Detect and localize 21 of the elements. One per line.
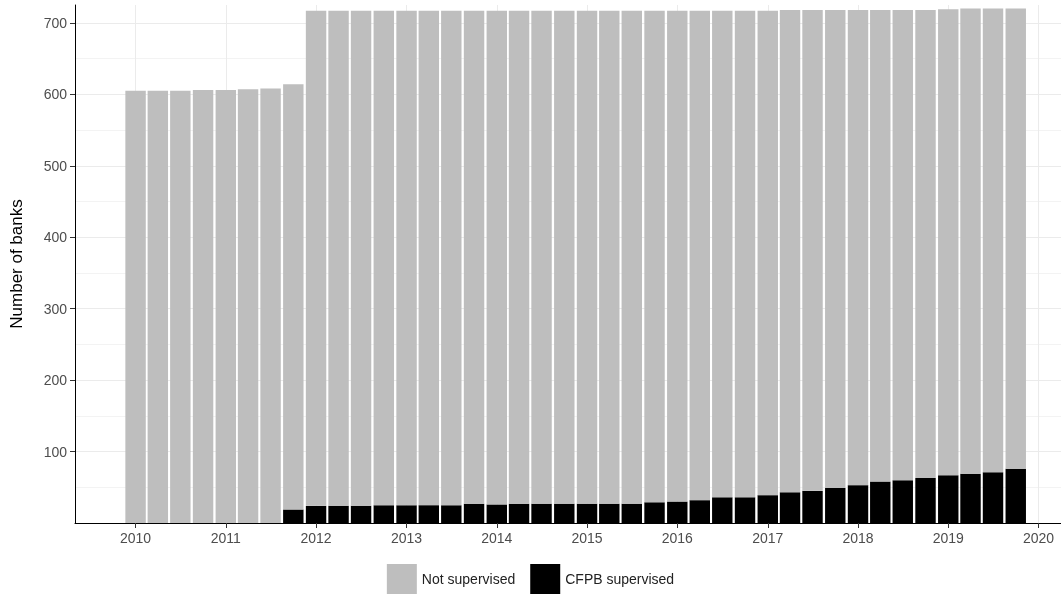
x-tick-label: 2012	[300, 530, 332, 546]
y-tick-label: 400	[43, 229, 68, 246]
y-tick-label: 500	[43, 157, 68, 174]
y-tick-label: 100	[43, 443, 68, 460]
x-tick-label: 2010	[120, 530, 152, 546]
y-tick-label: 200	[43, 372, 68, 389]
x-tick-label: 2015	[571, 530, 603, 546]
x-tick-label: 2019	[932, 530, 965, 546]
x-tick-label: 2018	[842, 530, 874, 546]
x-tick-label: 2014	[481, 530, 513, 546]
x-tick-label: 2016	[661, 530, 694, 546]
y-axis-title: Number of banks	[7, 199, 26, 329]
y-tick-label: 600	[43, 86, 68, 103]
x-tick-label: 2017	[752, 530, 784, 546]
y-tick-label: 300	[43, 300, 68, 317]
x-tick-label: 2020	[1022, 530, 1055, 546]
y-tick-label: 700	[43, 14, 68, 31]
x-tick-label: 2013	[390, 530, 423, 546]
legend-label: CFPB supervised	[565, 571, 675, 587]
legend-label: Not supervised	[421, 571, 516, 587]
x-tick-label: 2011	[210, 530, 242, 546]
